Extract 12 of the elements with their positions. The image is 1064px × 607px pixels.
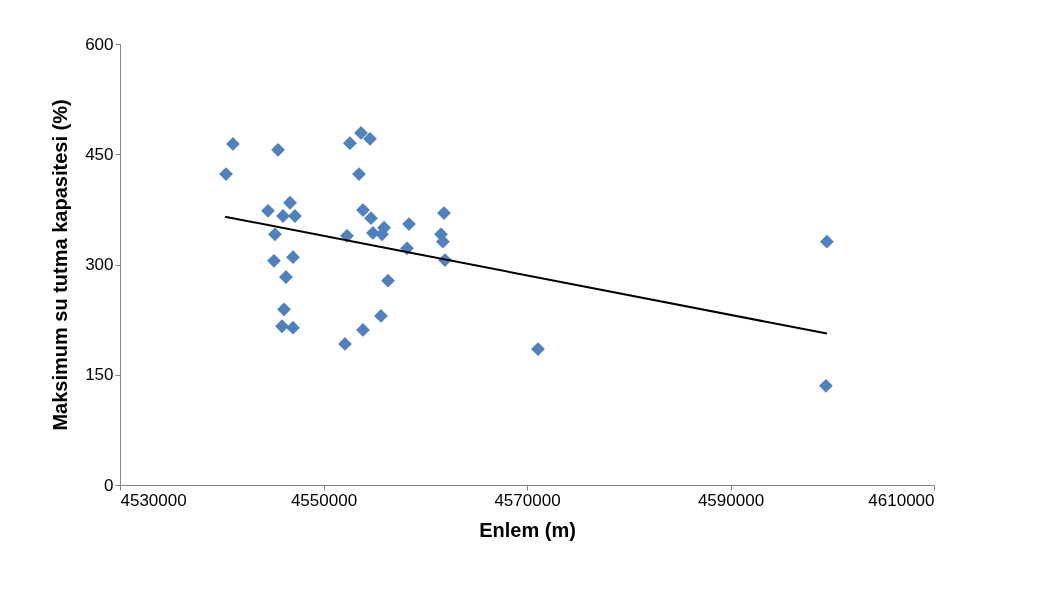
y-axis-title: Maksimum su tutma kapasitesi (%) [49,99,72,431]
y-tick-label: 600 [85,34,114,54]
y-tick-label: 150 [85,365,114,385]
x-tick-label: 4570000 [494,490,561,510]
y-tick-label: 450 [85,144,114,164]
x-tick-label: 4590000 [697,490,765,510]
x-axis-title: Enlem (m) [479,518,576,541]
y-tick-label: 300 [85,255,114,274]
x-tick-label: 4610000 [868,490,935,510]
x-tick-label: 4530000 [120,490,187,510]
y-tick-label: 0 [104,475,114,495]
x-tick-label: 4550000 [290,490,358,510]
